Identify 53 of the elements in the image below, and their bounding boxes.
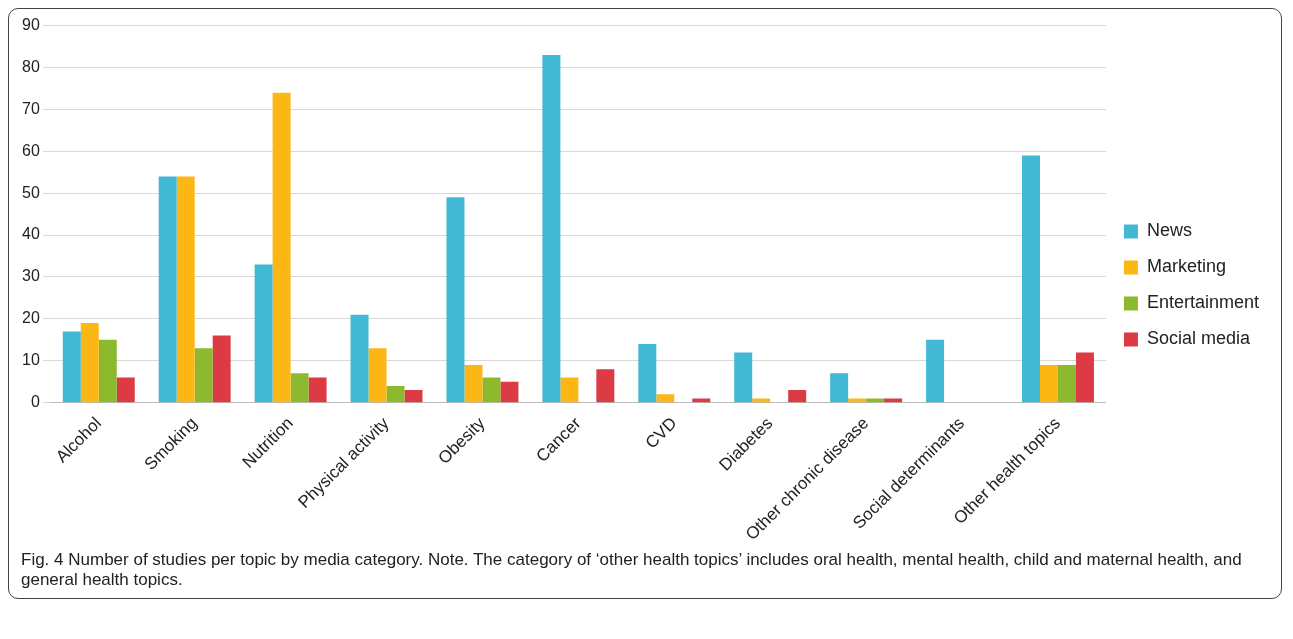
legend-label: Marketing xyxy=(1146,256,1226,277)
bar xyxy=(272,92,291,403)
y-tick-label: 80 xyxy=(22,57,40,75)
bar xyxy=(194,348,213,403)
bar xyxy=(692,398,711,403)
bar xyxy=(404,390,423,403)
bar xyxy=(500,381,519,403)
bar xyxy=(212,335,231,403)
bar xyxy=(98,339,117,403)
bar xyxy=(848,398,867,403)
bar xyxy=(638,344,657,403)
legend-label: News xyxy=(1146,220,1192,241)
bar xyxy=(308,377,327,403)
y-tick-label: 40 xyxy=(22,225,40,243)
bar xyxy=(866,398,885,403)
bar xyxy=(884,398,903,403)
y-tick-label: 10 xyxy=(22,351,40,369)
bar xyxy=(1075,352,1094,403)
bar xyxy=(368,348,387,403)
bar xyxy=(656,394,675,403)
bar xyxy=(464,364,483,403)
bar xyxy=(1057,364,1076,403)
bar xyxy=(1022,155,1040,403)
bar xyxy=(734,352,753,403)
caption: Fig. 4 Number of studies per topic by media category. Note. The category of ‘other health topics’ includes oral health, mental health, child and maternal health, and general health topics. xyxy=(20,549,1243,591)
bar xyxy=(596,369,615,403)
bar xyxy=(386,385,405,403)
bar xyxy=(80,323,99,403)
bar xyxy=(482,377,501,403)
bar xyxy=(158,176,177,403)
y-tick-label: 50 xyxy=(22,183,40,201)
legend-label: Social media xyxy=(1146,328,1251,349)
bar xyxy=(254,264,273,403)
bar xyxy=(176,176,195,403)
bar xyxy=(926,339,945,403)
y-tick-label: 70 xyxy=(22,99,40,117)
bar xyxy=(788,390,807,403)
legend-label: Entertainment xyxy=(1146,292,1259,313)
bar xyxy=(116,377,135,403)
bar xyxy=(752,398,771,403)
bar xyxy=(830,373,849,403)
y-tick-label: 60 xyxy=(22,141,40,159)
bar xyxy=(290,373,309,403)
y-tick-label: 20 xyxy=(22,309,40,327)
y-tick-label: 90 xyxy=(22,16,40,34)
bar xyxy=(560,377,579,403)
bar xyxy=(62,331,81,403)
bar xyxy=(446,197,465,403)
bar xyxy=(1039,364,1058,403)
y-tick-label: 30 xyxy=(22,267,40,285)
bar xyxy=(350,314,369,403)
y-tick-label: 0 xyxy=(30,393,40,411)
bar xyxy=(542,54,561,403)
